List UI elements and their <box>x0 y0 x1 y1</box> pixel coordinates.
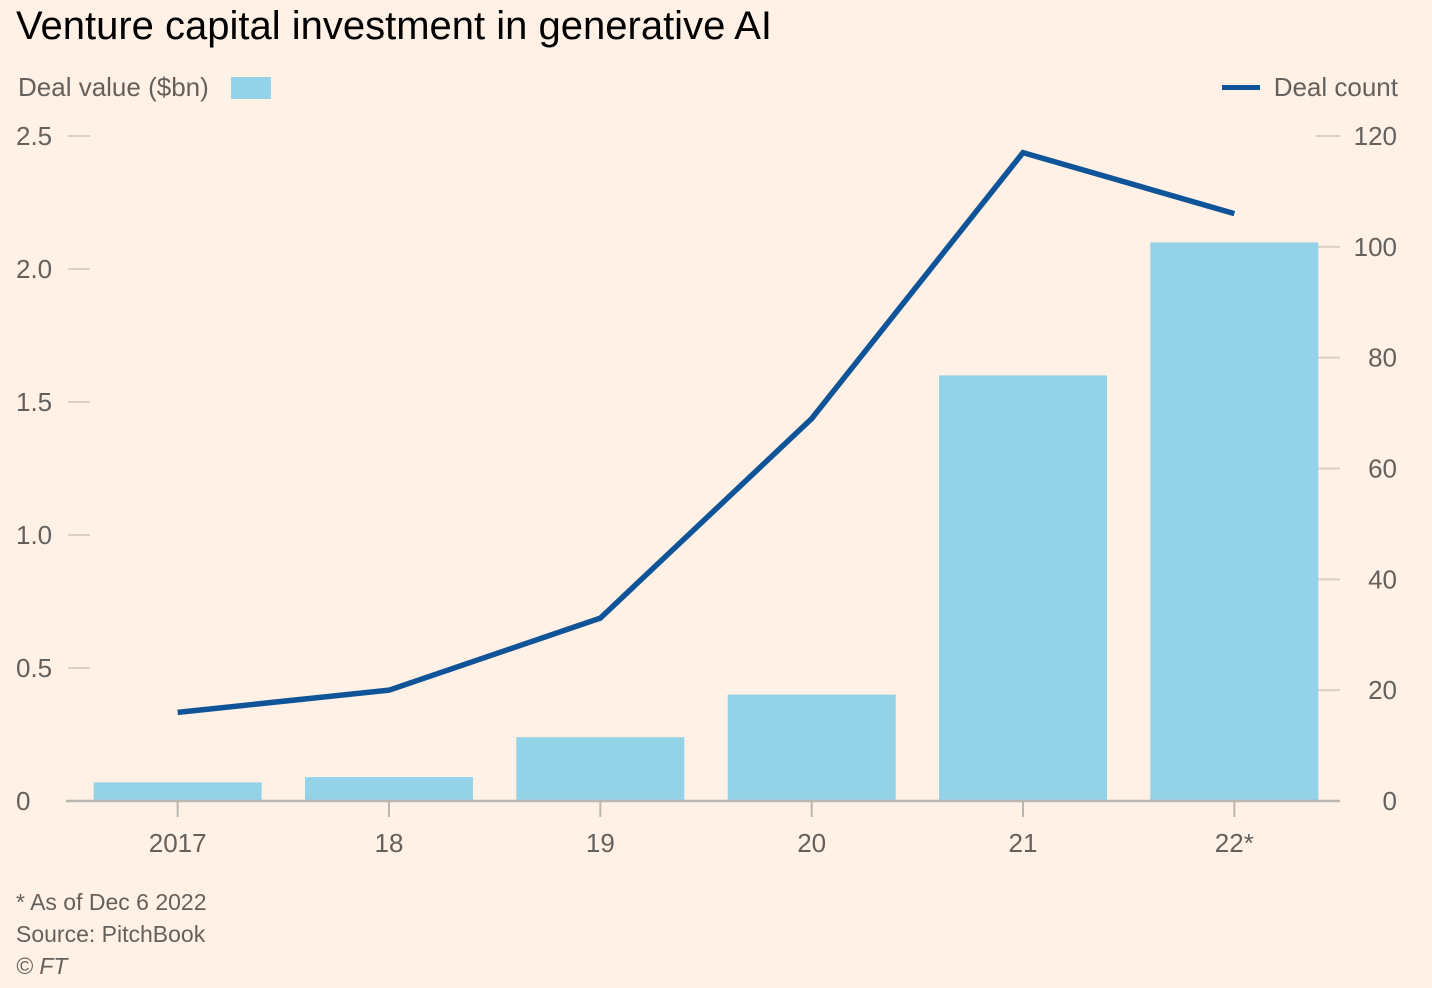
right-tick-label: 80 <box>1368 343 1397 373</box>
bar-2017 <box>93 782 262 801</box>
bar-22* <box>1150 242 1319 801</box>
x-tick-label: 18 <box>375 828 404 858</box>
bar-18 <box>305 777 473 801</box>
legend-line: Deal count <box>1221 72 1398 103</box>
footnote: * As of Dec 6 2022 <box>16 889 207 915</box>
chart-title: Venture capital investment in generative… <box>16 4 773 48</box>
legend-bars: Deal value ($bn) <box>18 72 271 103</box>
copyright-note: © FT <box>16 953 68 979</box>
x-tick-label: 21 <box>1009 828 1038 858</box>
left-tick-label: 2.0 <box>16 254 52 284</box>
legend-bars-label: Deal value ($bn) <box>18 72 209 102</box>
right-tick-label: 60 <box>1368 454 1397 484</box>
right-tick-label: 20 <box>1368 675 1397 705</box>
left-tick-label: 1.0 <box>16 520 52 550</box>
x-tick-label: 20 <box>797 828 826 858</box>
legend-line-label: Deal count <box>1273 72 1398 102</box>
right-tick-label: 0 <box>1383 786 1397 816</box>
right-tick-label: 40 <box>1368 564 1397 594</box>
deal-count-line <box>177 149 1236 716</box>
x-tick-label: 2017 <box>149 828 207 858</box>
bar-19 <box>516 737 685 801</box>
chart-footer: * As of Dec 6 2022 Source: PitchBook © F… <box>16 886 207 982</box>
left-tick-label: 2.5 <box>16 121 52 151</box>
legend-line-swatch <box>1221 85 1260 90</box>
chart-plot: 0 0.5 1.0 1.5 2.0 2.5 0 20 40 60 80 100 120 2017 18 19 2… <box>16 121 1397 858</box>
left-tick-label: 0 <box>16 786 30 816</box>
legend-bars-swatch <box>230 76 271 99</box>
bar-20 <box>727 694 896 801</box>
right-tick-label: 100 <box>1354 232 1397 262</box>
left-tick-label: 1.5 <box>16 387 52 417</box>
x-tick-label: 22* <box>1215 828 1254 858</box>
source-note: Source: PitchBook <box>16 921 206 947</box>
bar-21 <box>939 375 1107 801</box>
x-tick-label: 19 <box>586 828 615 858</box>
left-tick-label: 0.5 <box>16 653 52 683</box>
right-tick-label: 120 <box>1354 121 1397 151</box>
